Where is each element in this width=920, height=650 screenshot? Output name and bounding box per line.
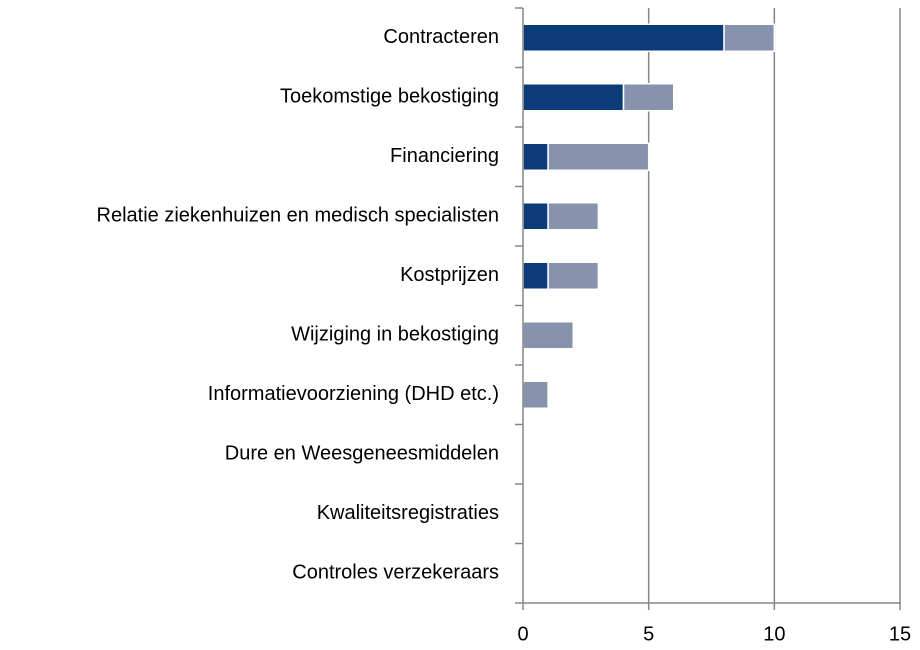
x-tick-label: 0 [517, 623, 528, 645]
bar [547, 261, 600, 290]
x-tick-label: 15 [889, 623, 911, 645]
bar [622, 83, 675, 112]
y-tick-label: Financiering [390, 145, 499, 167]
y-tick-label: Relatie ziekenhuizen en medisch speciali… [97, 205, 499, 227]
bar [522, 142, 549, 171]
y-tick-label: Informatievoorziening (DHD etc.) [208, 383, 499, 405]
bar [522, 380, 549, 409]
y-tick-label: Contracteren [383, 26, 499, 48]
y-tick-label: Controles verzekeraars [292, 562, 499, 584]
y-tick-label: Wijziging in bekostiging [291, 324, 499, 346]
bar [522, 83, 625, 112]
bar [547, 202, 600, 231]
y-tick-label: Kwaliteitsregistraties [317, 502, 499, 524]
x-tick-label: 10 [763, 623, 785, 645]
y-tick-label: Dure en Weesgeneesmiddelen [225, 443, 499, 465]
y-tick-label: Kostprijzen [400, 264, 499, 286]
bar [522, 202, 549, 231]
bar [522, 321, 575, 350]
x-tick-label: 5 [643, 623, 654, 645]
bar [547, 142, 650, 171]
bar [522, 261, 549, 290]
bar [522, 23, 725, 52]
bar [723, 23, 776, 52]
y-tick-label: Toekomstige bekostiging [280, 86, 499, 108]
